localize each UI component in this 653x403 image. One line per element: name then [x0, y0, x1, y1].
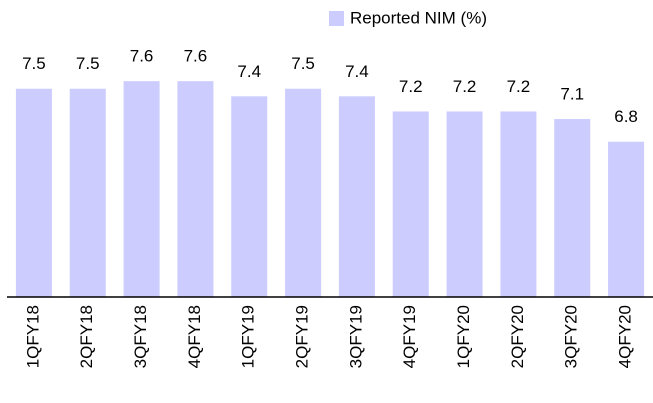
legend-swatch [329, 11, 344, 26]
x-tick-label: 1QFY20 [454, 305, 473, 368]
legend-label: Reported NIM (%) [350, 8, 487, 27]
value-label: 7.5 [22, 54, 46, 73]
value-label: 7.2 [399, 77, 423, 96]
value-label: 7.6 [130, 47, 154, 66]
bar [177, 81, 214, 297]
value-label: 7.2 [507, 77, 531, 96]
x-tick-label: 2QFY19 [293, 305, 312, 368]
x-tick-label: 4QFY19 [400, 305, 419, 368]
bar [500, 111, 537, 297]
x-tick-label: 4QFY20 [616, 305, 635, 368]
bar [554, 119, 591, 297]
value-label: 6.8 [614, 107, 638, 126]
x-tick-label: 1QFY19 [239, 305, 258, 368]
bar [338, 96, 375, 297]
value-label: 7.5 [76, 54, 100, 73]
bar [446, 111, 483, 297]
value-label: 7.4 [345, 62, 369, 81]
value-label: 7.2 [453, 77, 477, 96]
bar [392, 111, 429, 297]
x-tick-label: 2QFY18 [77, 305, 96, 368]
value-label: 7.4 [237, 62, 261, 81]
value-label: 7.6 [184, 47, 208, 66]
value-label: 7.5 [291, 54, 315, 73]
x-tick-label: 4QFY18 [185, 305, 204, 368]
x-tick-label: 2QFY20 [508, 305, 527, 368]
value-label: 7.1 [560, 85, 584, 104]
x-tick-label: 3QFY19 [346, 305, 365, 368]
bar [69, 88, 106, 297]
x-tick-label: 1QFY18 [23, 305, 42, 368]
bar [123, 81, 160, 297]
bar [285, 88, 322, 297]
bar [231, 96, 268, 297]
bar [608, 141, 645, 297]
bar [15, 88, 52, 297]
x-tick-label: 3QFY20 [562, 305, 581, 368]
x-tick-label: 3QFY18 [131, 305, 150, 368]
